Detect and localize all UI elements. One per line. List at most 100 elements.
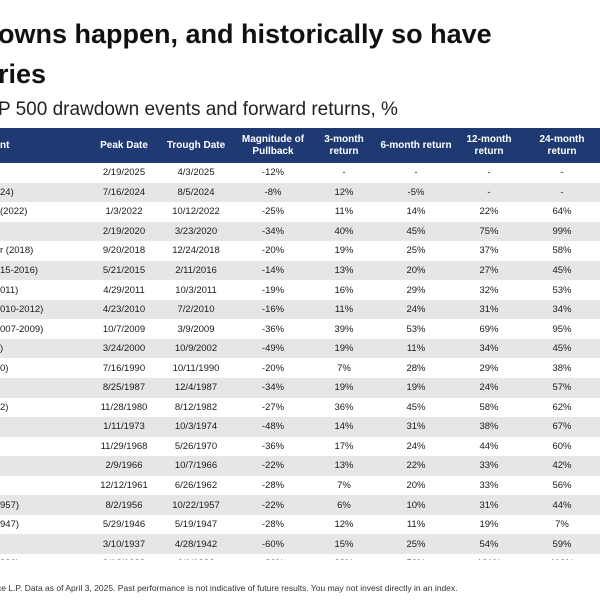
table-cell: -86% <box>236 554 310 560</box>
table-cell: -14% <box>261 265 285 276</box>
table-cell: -28% <box>261 480 285 492</box>
table-cell: 957) <box>0 499 20 511</box>
table-cell: 947) <box>0 519 20 531</box>
table-cell: -8% <box>264 186 282 198</box>
table-cell: -20% <box>261 362 285 374</box>
table-cell: 36% <box>334 401 354 413</box>
table-cell: 3/10/1937 <box>102 538 146 550</box>
table-cell: -16% <box>261 304 285 316</box>
column-header: Peak Date <box>100 139 148 151</box>
headline-line-2: ries <box>0 59 47 89</box>
table-cell: 25% <box>406 245 426 257</box>
table-row: r (2018) 9/20/2018 12/24/2018 -20% 19% 25% 37%… <box>0 241 600 261</box>
table-cell: 12/12/1961 <box>100 480 148 492</box>
table-cell: 67% <box>552 421 572 433</box>
table-cell: 45% <box>552 343 572 355</box>
table-cell: 27% <box>479 265 499 276</box>
table-row: 2/19/2025 4/3/2025 -12% - - - - <box>0 163 600 183</box>
table-cell: 39% <box>334 323 354 335</box>
table-cell <box>0 417 92 437</box>
table-cell: 007-2009) <box>0 323 44 335</box>
table-cell: 8/2/1956 <box>105 499 143 511</box>
table-cell: 2/19/2020 <box>102 225 146 237</box>
table-cell: 4/29/2011 <box>103 284 145 296</box>
table-cell: 34% <box>552 304 572 316</box>
column-header: 24-month return <box>539 133 585 157</box>
table-cell: 10/3/2011 <box>175 284 217 296</box>
table-cell: 37% <box>479 245 499 257</box>
table-cell: 011) <box>0 284 19 296</box>
table-cell: 13% <box>334 265 354 276</box>
table-cell: 29% <box>479 362 499 374</box>
table-cell: 33% <box>479 480 499 492</box>
table-cell: 10/9/2002 <box>174 343 218 355</box>
table-cell: 10/22/1957 <box>172 499 220 511</box>
table-cell: 44% <box>552 499 572 511</box>
table-cell: 53% <box>406 323 426 335</box>
table-cell: - <box>487 167 491 179</box>
column-header: Trough Date <box>166 139 226 151</box>
table-cell: 10/11/1990 <box>172 362 220 374</box>
table-row: 011) 4/29/2011 10/3/2011 -19% 16% 29% 32% 53% <box>0 280 600 300</box>
column-header: 12-month return <box>466 133 512 157</box>
table-cell: 2/11/2016 <box>175 265 217 276</box>
table-cell: 33% <box>479 460 499 472</box>
table-cell: 10/7/1966 <box>174 460 218 472</box>
table-cell: 1/11/1973 <box>103 421 145 433</box>
table-cell: 60% <box>552 440 572 452</box>
table-row: 957) 8/2/1956 10/22/1957 -22% 6% 10% 31% 44% <box>0 495 600 515</box>
table-cell: -48% <box>261 421 285 433</box>
table-cell: -27% <box>261 401 285 413</box>
table-row: 2/9/1966 10/7/1966 -22% 13% 22% 33% 42% <box>0 456 600 476</box>
table-row: 15-2016) 5/21/2015 2/11/2016 -14% 13% 20% 27% 4… <box>0 260 600 281</box>
table-cell: 19% <box>334 245 354 257</box>
table-cell: 6/1/1932 <box>156 554 236 560</box>
table-cell <box>0 163 92 183</box>
table-row: 947) 5/29/1946 5/19/1947 -28% 12% 11% 19% 7% <box>0 514 600 535</box>
table-cell: 10/12/2022 <box>172 206 220 218</box>
table-cell: 20% <box>406 480 426 492</box>
table-cell: 17% <box>334 440 354 452</box>
table-cell: 24) <box>0 186 14 198</box>
table-cell: 2/19/2025 <box>102 167 146 179</box>
table-cell: 64% <box>552 206 572 218</box>
table-cell: 3/9/2009 <box>177 323 215 335</box>
table-cell: -36% <box>261 440 285 452</box>
table-cell: -20% <box>261 245 285 257</box>
table-header-row: nt Peak Date Trough Date Magnitude of Pullb… <box>0 128 600 163</box>
table-cell: 44% <box>479 440 499 452</box>
table-cell: 7/16/1990 <box>102 362 146 374</box>
table-cell: 5/19/1947 <box>174 519 218 531</box>
table-cell: 24% <box>406 304 426 316</box>
table-cell: -36% <box>261 323 285 335</box>
table-cell: 40% <box>334 225 354 237</box>
table-cell: 14% <box>334 421 354 433</box>
table-cell: 31% <box>406 421 426 433</box>
table-cell: 12% <box>334 186 354 198</box>
column-header: 3-month return <box>324 133 364 157</box>
table-cell: 9/20/2018 <box>102 245 146 257</box>
table-cell: 45% <box>406 401 426 413</box>
table-cell: 10/3/1974 <box>174 421 218 433</box>
table-cell: 45% <box>552 265 572 276</box>
table-cell: 4/23/2010 <box>102 304 146 316</box>
table-cell: 31% <box>479 304 499 316</box>
table-cell: 113% <box>524 554 600 560</box>
table-cell <box>0 476 92 496</box>
table-cell: 3/24/2000 <box>102 343 146 355</box>
table-row: 0) 7/16/1990 10/11/1990 -20% 7% 28% 29% 38% <box>0 358 600 379</box>
table-cell: 12/4/1987 <box>174 382 218 394</box>
column-header: nt <box>0 139 10 151</box>
table-cell: 6/26/1962 <box>174 480 218 492</box>
footnote: ce L.P. Data as of April 3, 2025. Past p… <box>0 583 458 593</box>
table-cell: -34% <box>261 382 285 394</box>
table-row: 939)9/16/19296/1/1932-86%93%53%121%113% <box>0 553 600 560</box>
table-cell <box>0 534 92 554</box>
table-cell: 53% <box>378 554 454 560</box>
table-cell: 93% <box>310 554 378 560</box>
table-cell: 8/5/2024 <box>177 186 215 198</box>
table-cell: - <box>487 186 491 198</box>
column-header: Magnitude of Pullback <box>241 133 305 157</box>
table-cell <box>0 456 92 476</box>
table-cell: 58% <box>552 245 572 257</box>
